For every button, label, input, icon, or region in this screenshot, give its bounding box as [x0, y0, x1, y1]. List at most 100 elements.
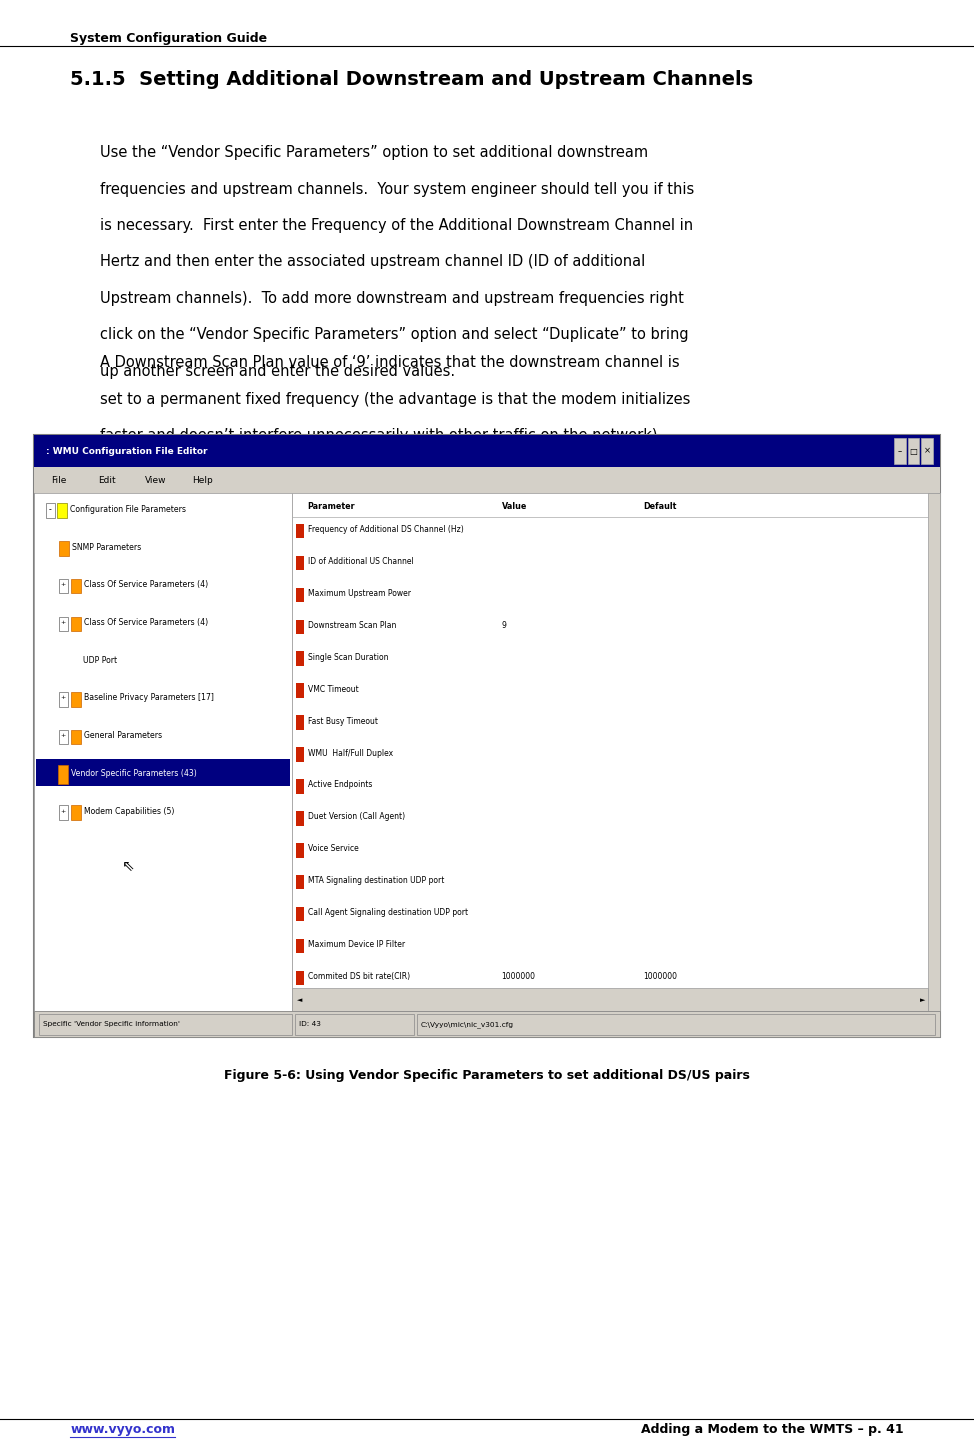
Text: Hertz and then enter the associated upstream channel ID (ID of additional: Hertz and then enter the associated upst…	[100, 254, 646, 270]
FancyBboxPatch shape	[292, 988, 928, 1011]
FancyBboxPatch shape	[928, 493, 940, 1011]
Text: Maximum Upstream Power: Maximum Upstream Power	[308, 589, 411, 598]
Text: frequencies and upstream channels.  Your system engineer should tell you if this: frequencies and upstream channels. Your …	[100, 181, 694, 196]
Text: +: +	[60, 808, 66, 814]
Text: 5.1.5  Setting Additional Downstream and Upstream Channels: 5.1.5 Setting Additional Downstream and …	[70, 70, 753, 89]
FancyBboxPatch shape	[296, 524, 304, 538]
FancyBboxPatch shape	[296, 875, 304, 889]
FancyBboxPatch shape	[296, 811, 304, 826]
FancyBboxPatch shape	[908, 438, 919, 464]
Text: +: +	[60, 695, 66, 701]
Text: set to a permanent fixed frequency (the advantage is that the modem initializes: set to a permanent fixed frequency (the …	[100, 392, 691, 406]
Text: 1000000: 1000000	[643, 972, 677, 981]
FancyBboxPatch shape	[71, 730, 81, 744]
Text: : WMU Configuration File Editor: : WMU Configuration File Editor	[46, 447, 207, 456]
FancyBboxPatch shape	[71, 579, 81, 593]
Text: +: +	[60, 582, 66, 588]
Text: Baseline Privacy Parameters [17]: Baseline Privacy Parameters [17]	[84, 694, 213, 702]
FancyBboxPatch shape	[34, 435, 940, 1037]
FancyBboxPatch shape	[296, 556, 304, 570]
FancyBboxPatch shape	[58, 765, 68, 784]
Text: Frequency of Additional DS Channel (Hz): Frequency of Additional DS Channel (Hz)	[308, 525, 464, 534]
Text: +: +	[60, 733, 66, 739]
Text: SNMP Parameters: SNMP Parameters	[72, 543, 141, 551]
Text: –: –	[898, 447, 902, 456]
Text: Default: Default	[643, 502, 676, 511]
Text: Vendor Specific Parameters (43): Vendor Specific Parameters (43)	[71, 769, 197, 778]
FancyBboxPatch shape	[59, 805, 68, 820]
FancyBboxPatch shape	[71, 617, 81, 631]
Text: Value: Value	[502, 502, 527, 511]
Text: UDP Port: UDP Port	[83, 656, 117, 665]
Text: +: +	[60, 620, 66, 625]
FancyBboxPatch shape	[894, 438, 906, 464]
Text: View: View	[145, 476, 167, 485]
Text: faster and doesn’t interfere unnecessarily with other traffic on the network).: faster and doesn’t interfere unnecessari…	[100, 428, 662, 444]
FancyBboxPatch shape	[39, 1014, 292, 1035]
Text: Specific 'Vendor Specific information': Specific 'Vendor Specific information'	[43, 1022, 180, 1027]
Text: 1000000: 1000000	[502, 972, 536, 981]
Text: Active Endpoints: Active Endpoints	[308, 781, 372, 789]
Text: Edit: Edit	[98, 476, 116, 485]
FancyBboxPatch shape	[296, 715, 304, 730]
FancyBboxPatch shape	[59, 541, 69, 556]
FancyBboxPatch shape	[296, 907, 304, 921]
FancyBboxPatch shape	[921, 438, 933, 464]
FancyBboxPatch shape	[417, 1014, 935, 1035]
Text: Single Scan Duration: Single Scan Duration	[308, 653, 389, 662]
Text: Configuration File Parameters: Configuration File Parameters	[70, 505, 186, 514]
Text: Upstream channels).  To add more downstream and upstream frequencies right: Upstream channels). To add more downstre…	[100, 290, 684, 306]
FancyBboxPatch shape	[296, 747, 304, 762]
Text: Call Agent Signaling destination UDP port: Call Agent Signaling destination UDP por…	[308, 908, 468, 917]
Text: Duet Version (Call Agent): Duet Version (Call Agent)	[308, 813, 405, 821]
FancyBboxPatch shape	[296, 588, 304, 602]
Text: www.vyyo.com: www.vyyo.com	[70, 1423, 175, 1435]
Text: Fast Busy Timeout: Fast Busy Timeout	[308, 717, 378, 726]
FancyBboxPatch shape	[296, 683, 304, 698]
Text: Voice Service: Voice Service	[308, 844, 358, 853]
Text: is necessary.  First enter the Frequency of the Additional Downstream Channel in: is necessary. First enter the Frequency …	[100, 218, 693, 234]
FancyBboxPatch shape	[34, 467, 940, 493]
FancyBboxPatch shape	[59, 579, 68, 593]
FancyBboxPatch shape	[57, 503, 67, 518]
Text: Maximum Device IP Filter: Maximum Device IP Filter	[308, 940, 405, 949]
Text: ID: 43: ID: 43	[299, 1022, 320, 1027]
Text: Commited DS bit rate(CIR): Commited DS bit rate(CIR)	[308, 972, 410, 981]
Text: General Parameters: General Parameters	[84, 731, 162, 740]
FancyBboxPatch shape	[295, 1014, 414, 1035]
Text: System Configuration Guide: System Configuration Guide	[70, 32, 267, 45]
FancyBboxPatch shape	[71, 692, 81, 707]
FancyBboxPatch shape	[59, 730, 68, 744]
Text: Downstream Scan Plan: Downstream Scan Plan	[308, 621, 396, 630]
Text: Figure 5-6: Using Vendor Specific Parameters to set additional DS/US pairs: Figure 5-6: Using Vendor Specific Parame…	[224, 1069, 750, 1082]
Text: -: -	[49, 505, 51, 514]
FancyBboxPatch shape	[34, 435, 940, 467]
FancyBboxPatch shape	[34, 493, 292, 1011]
Text: MTA Signaling destination UDP port: MTA Signaling destination UDP port	[308, 876, 444, 885]
FancyBboxPatch shape	[34, 1011, 940, 1037]
Text: Class Of Service Parameters (4): Class Of Service Parameters (4)	[84, 580, 207, 589]
FancyBboxPatch shape	[36, 759, 290, 786]
FancyBboxPatch shape	[59, 617, 68, 631]
Text: click on the “Vendor Specific Parameters” option and select “Duplicate” to bring: click on the “Vendor Specific Parameters…	[100, 328, 689, 342]
Text: Parameter: Parameter	[307, 502, 355, 511]
Text: File: File	[52, 476, 67, 485]
FancyBboxPatch shape	[296, 651, 304, 666]
Text: ×: ×	[923, 447, 931, 456]
Text: Class Of Service Parameters (4): Class Of Service Parameters (4)	[84, 618, 207, 627]
FancyBboxPatch shape	[296, 939, 304, 953]
Text: Use the “Vendor Specific Parameters” option to set additional downstream: Use the “Vendor Specific Parameters” opt…	[100, 145, 649, 160]
Text: up another screen and enter the desired values.: up another screen and enter the desired …	[100, 364, 456, 379]
Text: ⇖: ⇖	[122, 859, 134, 874]
Text: C:\Vyyo\mic\nic_v301.cfg: C:\Vyyo\mic\nic_v301.cfg	[421, 1022, 513, 1027]
FancyBboxPatch shape	[296, 971, 304, 985]
Text: Help: Help	[192, 476, 212, 485]
Text: ►: ►	[920, 997, 926, 1003]
FancyBboxPatch shape	[46, 503, 55, 518]
Text: 9: 9	[502, 621, 506, 630]
FancyBboxPatch shape	[292, 493, 940, 1011]
Text: ◄: ◄	[297, 997, 303, 1003]
Text: Modem Capabilities (5): Modem Capabilities (5)	[84, 807, 174, 815]
FancyBboxPatch shape	[296, 620, 304, 634]
Text: Adding a Modem to the WMTS – p. 41: Adding a Modem to the WMTS – p. 41	[641, 1423, 904, 1435]
